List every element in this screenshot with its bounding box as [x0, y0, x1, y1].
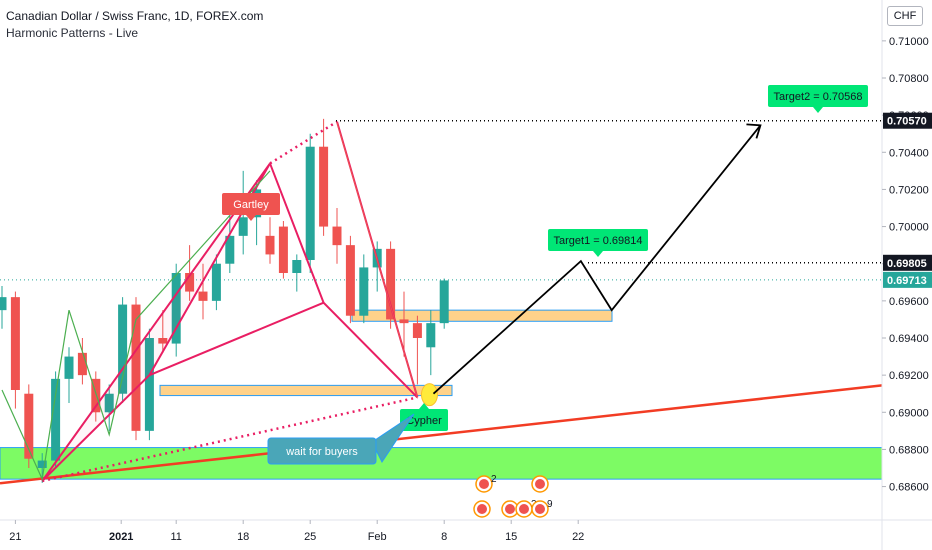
candle-body — [345, 245, 355, 316]
event-count: 9 — [547, 499, 553, 510]
candle-body — [265, 235, 275, 255]
candle-body — [238, 217, 248, 236]
price-label: 0.70570 — [887, 116, 927, 128]
projection-arrowhead — [746, 123, 762, 139]
candle-body — [292, 260, 302, 273]
candle-body — [24, 393, 34, 459]
event-flag — [519, 504, 529, 514]
candle-body — [131, 304, 141, 431]
time-tick-label: 18 — [237, 531, 249, 543]
candle-body — [37, 460, 47, 468]
candle-body — [211, 263, 221, 301]
support-zone — [0, 447, 883, 480]
event-flag — [535, 504, 545, 514]
demand-zone — [159, 384, 453, 397]
time-tick-label: 21 — [9, 531, 21, 543]
target2-label-bg — [768, 85, 868, 107]
candle-body — [225, 235, 235, 264]
zigzag-drop — [336, 122, 418, 398]
candle-body — [412, 323, 422, 338]
rising-trendline — [0, 384, 883, 485]
candle-body — [77, 352, 87, 376]
gartley-xb-leg — [149, 301, 324, 377]
price-label-bg — [883, 112, 932, 129]
candle-body — [158, 338, 168, 344]
time-tick-label: 22 — [572, 531, 584, 543]
price-tick-label: 0.68800 — [889, 444, 929, 456]
projection-path — [432, 124, 762, 395]
price-label-bg — [883, 271, 932, 288]
note-text: wait for buyers — [285, 446, 358, 458]
gartley-label-pointer — [246, 215, 256, 221]
candle-body — [185, 273, 195, 292]
gartley-label: Gartley — [233, 199, 269, 211]
target1-label: Target1 = 0.69814 — [554, 235, 643, 247]
target2-label-pointer — [813, 107, 823, 113]
price-tick-label: 0.69600 — [889, 296, 929, 308]
price-tick-label: 0.70000 — [889, 222, 929, 234]
candle-body — [426, 323, 436, 348]
note-bg — [267, 437, 377, 465]
price-tick-label: 0.69200 — [889, 370, 929, 382]
time-tick-label: Feb — [368, 531, 387, 543]
currency-button[interactable]: CHF — [887, 6, 923, 26]
candle-body — [439, 280, 449, 324]
candle-body — [64, 356, 74, 379]
target1-label-bg — [548, 229, 648, 251]
event-flag — [479, 479, 489, 489]
note-pointer — [371, 413, 415, 463]
indicator-name[interactable]: Harmonic Patterns - Live — [6, 26, 139, 40]
time-tick-label: 25 — [304, 531, 316, 543]
candle-body — [386, 248, 396, 320]
candle-body — [118, 304, 128, 394]
cypher-label-bg — [400, 409, 448, 431]
event-flag — [505, 504, 515, 514]
time-tick-label: 2021 — [109, 531, 133, 543]
price-label: 0.69713 — [887, 275, 927, 287]
time-tick-label: 8 — [441, 531, 447, 543]
target1-label-pointer — [593, 251, 603, 257]
price-label-bg — [883, 254, 932, 271]
price-tick-label: 0.69000 — [889, 407, 929, 419]
symbol-title[interactable]: Canadian Dollar / Swiss Franc, 1D, FOREX… — [6, 9, 264, 23]
candle-body — [0, 297, 7, 311]
candle-body — [278, 226, 288, 273]
price-label: 0.69805 — [887, 258, 927, 270]
candle-body — [171, 273, 181, 344]
gartley-ac-leg — [269, 120, 338, 165]
price-tick-label: 0.71000 — [889, 36, 929, 48]
price-tick-label: 0.70400 — [889, 147, 929, 159]
candle-body — [10, 297, 20, 390]
gartley-label-bg — [222, 193, 280, 215]
pivot-marker — [420, 383, 438, 407]
gartley-xd-leg — [41, 396, 418, 483]
event-flag — [535, 479, 545, 489]
candle-body — [104, 393, 114, 413]
candle-body — [359, 267, 369, 316]
candle-body — [51, 378, 61, 461]
target2-label: Target2 = 0.70568 — [774, 91, 863, 103]
event-count: 2 — [491, 474, 497, 485]
candle-body — [305, 146, 315, 260]
candle-body — [319, 146, 329, 227]
candle-body — [91, 378, 101, 413]
time-tick-label: 11 — [170, 531, 181, 543]
price-tick-label: 0.70800 — [889, 73, 929, 85]
cypher-label: Cypher — [406, 415, 442, 427]
price-tick-label: 0.68600 — [889, 482, 929, 494]
zigzag-line — [1, 170, 271, 482]
price-tick-label: 0.70200 — [889, 184, 929, 196]
candle-body — [332, 226, 342, 246]
candle-body — [399, 319, 409, 324]
price-tick-label: 0.69400 — [889, 333, 929, 345]
time-tick-label: 15 — [505, 531, 517, 543]
candle-body — [144, 338, 154, 431]
event-flag — [477, 504, 487, 514]
cypher-label-pointer — [419, 403, 429, 409]
candle-body — [198, 291, 208, 301]
